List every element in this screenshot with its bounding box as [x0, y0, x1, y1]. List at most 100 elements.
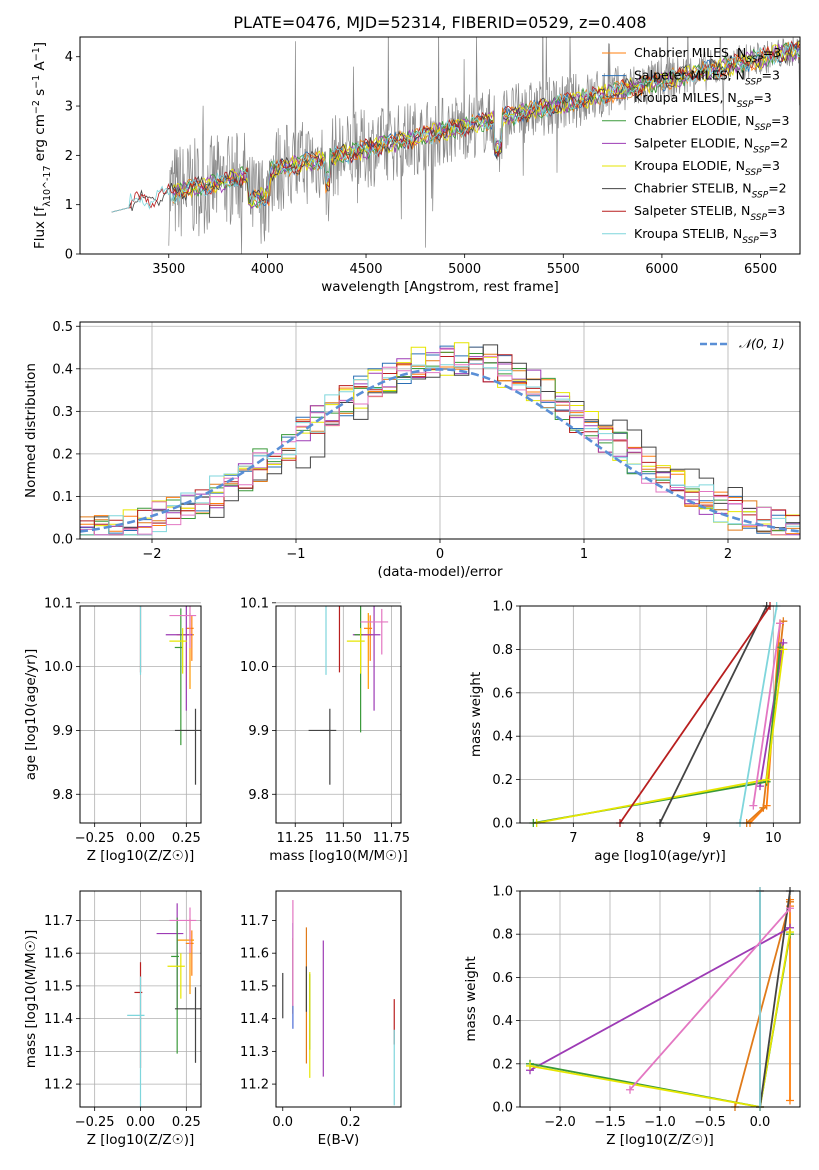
y-tick-label: 0.1	[52, 490, 73, 505]
x-tick-label: −1.0	[644, 1115, 676, 1130]
y-tick-label: 11.4	[240, 1012, 269, 1027]
legend-label: Kroupa STELIB, NSSP=3	[634, 226, 777, 246]
label-part: age [log10(age/yr)]	[23, 649, 39, 781]
panel-z-mass: −0.25 0.00 0.25 11.2 11.3 11.4 11.5 11.6 11.7 Z […	[23, 890, 202, 1148]
weight-line-6	[619, 605, 771, 824]
x-tick-label: 0.00	[126, 831, 155, 846]
weight-line-1	[734, 901, 791, 1108]
y-tick-label: 2	[65, 149, 73, 164]
x-tick-label: 4500	[349, 262, 382, 277]
legend-nssp: =3	[762, 68, 780, 83]
model-line-5	[172, 40, 800, 207]
legend-label: Chabrier ELODIE, NSSP=3	[634, 113, 789, 133]
x-tick-label: 6000	[645, 262, 678, 277]
legend-name: Chabrier MILES, N	[634, 45, 746, 60]
y-tick-label: 3	[65, 100, 73, 115]
x-tick-label: 0	[436, 547, 444, 562]
gaussian-curve	[79, 367, 801, 533]
legend-label: Kroupa ELODIE, NSSP=3	[634, 158, 780, 178]
axes-frame	[79, 321, 801, 540]
y-axis-label: Flux [fλ10^-17 erg cm−2 s−1 A−1]	[31, 42, 53, 249]
legend-subscript: SSP	[752, 191, 769, 201]
label-part: Normed distribution	[23, 363, 39, 498]
y-tick-label: 0.0	[52, 533, 73, 548]
weight-marker	[749, 801, 758, 810]
legend-label: Kroupa MILES, NSSP=3	[634, 90, 772, 110]
weight-line-2	[759, 642, 785, 787]
panel-mass-age: 11.25 11.50 11.75 9.8 9.9 10.0 10.1 mass [log10…	[240, 596, 410, 864]
x-tick-label: 3500	[152, 262, 185, 277]
x-tick-label: 0.0	[272, 1115, 293, 1130]
label-part: mass [log10(M/M☉)]	[269, 848, 408, 864]
y-tick-label: 10.1	[44, 596, 73, 611]
y-tick-label: 10.1	[240, 596, 269, 611]
legend-nssp: =3	[759, 226, 777, 241]
legend-nssp: =3	[753, 90, 771, 105]
weight-line-5	[659, 605, 768, 824]
label-part: mass [log10(M/M☉)]	[23, 930, 39, 1069]
label-part: erg cm	[32, 114, 48, 165]
x-tick-label: 2	[724, 547, 732, 562]
axes-frame	[79, 36, 801, 255]
chart-title: PLATE=0476, MJD=52314, FIBERID=0529, z=0…	[233, 13, 646, 32]
y-tick-label: 0.4	[492, 1014, 513, 1029]
x-axis-label: Z [log10(Z/Z☉)]	[87, 1132, 195, 1148]
x-axis-label: E(B-V)	[318, 1132, 360, 1148]
x-axis-label: Z [log10(Z/Z☉)]	[606, 1132, 714, 1148]
x-tick-label: −2.0	[544, 1115, 576, 1130]
axes-frame	[79, 890, 202, 1108]
label-part: −2	[31, 100, 42, 114]
axes-frame	[519, 890, 801, 1108]
legend-label: Chabrier MILES, NSSP=3	[634, 45, 781, 65]
label-part: mass weight	[463, 956, 479, 1041]
x-tick-label: 0.2	[340, 1115, 361, 1130]
y-tick-label: 0.4	[52, 362, 73, 377]
legend-subscript: SSP	[746, 55, 763, 65]
x-tick-label: −2	[142, 547, 161, 562]
y-tick-label: 0.5	[52, 320, 73, 335]
panel-z-weight: −2.0 −1.5 −1.0 −0.5 0.0 0.0 0.2 0.4 0.6 0.8 1.0 Z […	[463, 885, 801, 1148]
y-tick-label: 1.0	[492, 885, 513, 900]
x-axis-label: age [log10(age/yr)]	[594, 848, 726, 864]
label-part: ]	[32, 42, 48, 47]
x-tick-label: 10	[765, 831, 782, 846]
label-part: −1	[31, 75, 42, 89]
legend-name: Kroupa STELIB, N	[634, 226, 742, 241]
model-line-3	[172, 42, 800, 209]
legend-name: Chabrier STELIB, N	[634, 181, 752, 196]
model-line-7	[111, 40, 800, 213]
spectrum-data-line	[168, 37, 800, 254]
panel-residuals: −2 −1 0 1 2 0.0 0.1 0.2 0.3 0.4 0.5 (data-model)/er…	[23, 320, 801, 580]
label-part: Flux [f	[32, 205, 48, 249]
x-tick-label: 9	[703, 831, 711, 846]
y-tick-label: 1	[65, 198, 73, 213]
label-part: age [log10(age/yr)]	[594, 848, 726, 864]
axes-frame	[519, 605, 801, 824]
y-tick-label: 0.4	[492, 730, 513, 745]
legend-label: Salpeter ELODIE, NSSP=2	[634, 135, 788, 155]
weight-line-7	[739, 605, 778, 824]
y-axis-label: mass weight	[463, 956, 479, 1041]
y-tick-label: 9.8	[52, 788, 73, 803]
panel-spectrum: 3500 4000 4500 5000 5500 6000 6500 0 1 2 3 4 wavelen…	[31, 13, 801, 295]
y-tick-label: 4	[65, 50, 73, 65]
x-tick-label: 11.75	[373, 831, 410, 846]
legend-nssp: =3	[763, 45, 781, 60]
x-tick-label: 0.00	[126, 1115, 155, 1130]
y-axis-label: mass weight	[468, 672, 484, 757]
legend-subscript: SSP	[737, 100, 754, 110]
x-tick-label: 8	[636, 831, 644, 846]
x-tick-label: −1.5	[594, 1115, 626, 1130]
legend-subscript: SSP	[742, 236, 759, 246]
y-tick-label: 11.4	[44, 1012, 73, 1027]
x-tick-label: 5500	[547, 262, 580, 277]
y-tick-label: 11.2	[44, 1078, 73, 1093]
x-tick-label: −0.5	[694, 1115, 726, 1130]
axes-frame	[275, 605, 402, 824]
histogram-8	[80, 363, 800, 536]
legend-subscript: SSP	[745, 78, 762, 88]
legend-name: Kroupa MILES, N	[634, 90, 737, 105]
x-tick-label: −0.25	[75, 1115, 115, 1130]
weight-line-3	[533, 647, 781, 824]
model-line-8	[111, 42, 800, 213]
